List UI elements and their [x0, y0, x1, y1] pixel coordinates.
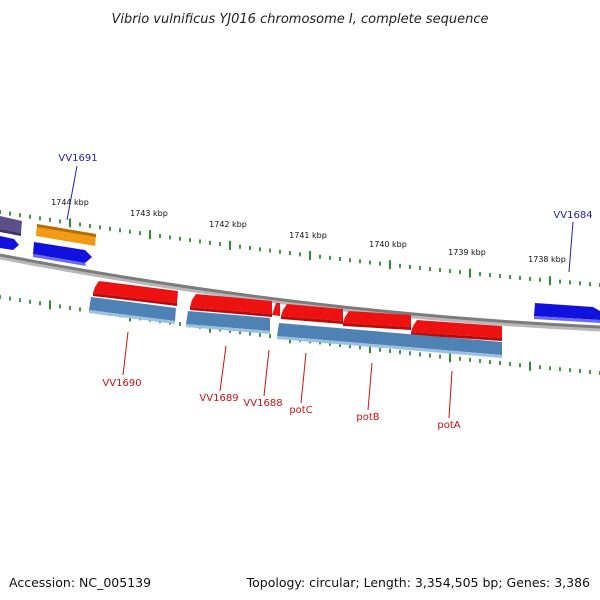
- pota-leader: [448, 370, 453, 419]
- gene-label-potb[interactable]: potB: [356, 412, 379, 423]
- vv1691-cds-arrow[interactable]: [0, 236, 19, 250]
- vv1691-blue-edge: [33, 254, 86, 266]
- gene-label-vv1691[interactable]: VV1691: [58, 153, 97, 164]
- vv1684-leader: [568, 221, 574, 273]
- vv1689-cds-arrow[interactable]: [190, 294, 272, 314]
- gene-label-vv1688[interactable]: VV1688: [243, 398, 282, 409]
- accession-label: Accession: NC_005139: [9, 575, 152, 590]
- orange-gene-arrow[interactable]: [36, 224, 96, 246]
- tick-label: 1743 kbp: [130, 209, 168, 218]
- gene-label-vv1684[interactable]: VV1684: [553, 210, 592, 221]
- pot-operon-gene-bar[interactable]: [277, 323, 502, 355]
- pot-operon-gene-highlight: [277, 336, 502, 358]
- potc-cds-arrow[interactable]: [281, 304, 343, 321]
- tick-label: 1739 kbp: [448, 248, 486, 257]
- potb-leader: [367, 362, 373, 411]
- chromosome-backbone[interactable]: [0, 253, 600, 332]
- tick-label: 1741 kbp: [289, 231, 327, 240]
- vv1689-gene-highlight: [186, 324, 270, 334]
- slate-feature[interactable]: [0, 216, 22, 233]
- gene-label-vv1690[interactable]: VV1690: [102, 378, 141, 389]
- label-leaders: [66, 165, 574, 419]
- backbone-shadow: [0, 254, 600, 332]
- vv1684-cds-edge: [534, 316, 600, 323]
- vv1690-gene-highlight: [89, 310, 175, 324]
- gene-label-potc[interactable]: potC: [289, 405, 312, 416]
- forward-genes: [0, 216, 600, 323]
- backbone-line: [0, 253, 600, 329]
- vv1689-cds-edge: [190, 307, 272, 317]
- outer-tick-ring: [0, 210, 600, 287]
- gene-label-vv1689[interactable]: VV1689: [199, 393, 238, 404]
- tick-label: 1738 kbp: [528, 255, 566, 264]
- gene-label-pota[interactable]: potA: [437, 420, 460, 431]
- potc-cds-edge: [281, 316, 343, 324]
- vv1690-cds-arrow[interactable]: [93, 281, 178, 303]
- vv1691-leader: [66, 165, 78, 221]
- potc-leader: [300, 352, 307, 404]
- potb-cds-arrow[interactable]: [343, 311, 411, 327]
- vv1691-blue-arrow[interactable]: [33, 242, 92, 263]
- vv1688-leader: [263, 349, 270, 397]
- vv1684-cds-arrow[interactable]: [534, 303, 600, 320]
- pota-cds-edge: [411, 332, 502, 341]
- vv1688-cds-arrow[interactable]: [272, 303, 280, 316]
- gene-labels: VV1691 VV1684 VV1690 VV1689 VV1688 potC …: [58, 153, 592, 431]
- reverse-genes: [89, 281, 502, 358]
- sequence-summary: Topology: circular; Length: 3,354,505 bp…: [246, 575, 590, 590]
- vv1689-leader: [219, 345, 227, 392]
- vv1690-leader: [122, 331, 129, 376]
- tick-label: 1742 kbp: [209, 220, 247, 229]
- sequence-title: Vibrio vulnificus YJ016 chromosome I, co…: [111, 12, 488, 27]
- vv1690-cds-edge: [93, 293, 177, 306]
- vv1689-gene-bar[interactable]: [186, 311, 270, 331]
- vv1690-gene-bar[interactable]: [89, 297, 176, 321]
- tick-label: 1740 kbp: [369, 240, 407, 249]
- slate-feature-edge: [0, 229, 21, 236]
- orange-gene-shadow: [37, 224, 96, 237]
- potb-cds-edge: [343, 323, 411, 330]
